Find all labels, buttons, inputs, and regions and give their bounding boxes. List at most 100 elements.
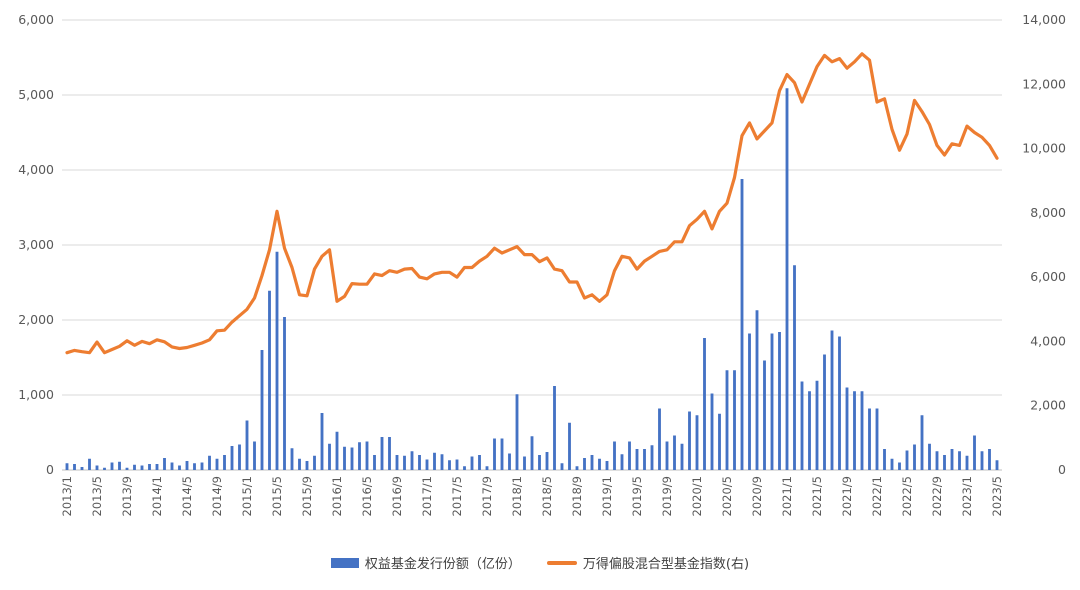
x-axis-tick-label: 2014/9 — [210, 476, 224, 516]
bar — [748, 333, 751, 470]
bar — [208, 455, 211, 470]
left-axis-tick-label: 6,000 — [18, 12, 54, 27]
bar — [155, 464, 159, 470]
x-axis-tick-label: 2021/1 — [780, 476, 794, 516]
x-axis-tick-label: 2020/5 — [720, 476, 734, 516]
bar — [673, 435, 676, 470]
bar — [275, 251, 279, 470]
bar — [718, 413, 721, 470]
bar — [260, 350, 264, 470]
bar — [410, 451, 414, 470]
gridlines — [62, 19, 1002, 471]
right-axis-tick-label: 6,000 — [1030, 269, 1066, 284]
bar — [853, 391, 856, 470]
x-axis-tick-label: 2015/5 — [270, 476, 284, 516]
x-axis-tick-label: 2022/5 — [900, 476, 914, 516]
bar — [95, 465, 99, 470]
x-axis-tick-label: 2017/1 — [420, 476, 434, 516]
bar — [508, 453, 511, 470]
bar — [800, 381, 804, 470]
bar — [568, 422, 571, 470]
bar — [178, 465, 181, 470]
x-axis-tick-label: 2020/1 — [690, 476, 704, 516]
x-axis-tick-label: 2015/9 — [300, 476, 314, 516]
bar — [695, 415, 699, 470]
bar — [268, 290, 271, 470]
bar — [605, 461, 609, 470]
x-axis-tick-label: 2019/5 — [630, 476, 644, 516]
legend-item-bar[interactable]: 权益基金发行份额（亿份） — [330, 553, 521, 572]
bar — [418, 455, 421, 470]
bar — [823, 354, 826, 470]
bar — [290, 448, 294, 470]
bar — [163, 458, 166, 470]
x-axis-tick-label: 2022/1 — [870, 476, 884, 516]
bar — [373, 455, 376, 470]
axes: 0 1,000 2,000 3,000 4,000 5,000 6,000 0 2,000 4,0… — [18, 12, 1066, 516]
bar — [965, 455, 969, 470]
bar — [793, 265, 796, 470]
bar — [125, 467, 129, 470]
bar — [875, 408, 879, 470]
bar — [628, 441, 631, 470]
bar — [395, 455, 399, 470]
bar — [808, 391, 811, 470]
bar — [905, 450, 909, 470]
bar — [620, 454, 624, 470]
bar — [80, 467, 84, 470]
right-axis-tick-label: 14,000 — [1022, 12, 1066, 27]
x-axis-tick-label: 2018/5 — [540, 476, 554, 516]
bar — [658, 408, 661, 470]
bar — [995, 460, 999, 470]
x-axis-tick-label: 2013/1 — [60, 476, 74, 516]
bar — [148, 464, 151, 470]
bar — [485, 466, 489, 470]
bar — [298, 458, 301, 470]
bar — [815, 380, 819, 470]
legend-label-line: 万得偏股混合型基金指数(右) — [582, 557, 750, 572]
bar — [140, 465, 144, 470]
bar — [328, 443, 331, 470]
index-line — [65, 52, 999, 355]
bar — [365, 441, 369, 470]
bar — [478, 455, 481, 470]
bar — [958, 451, 961, 470]
x-axis-tick-label: 2014/1 — [150, 476, 164, 516]
x-axis-tick-label: 2013/9 — [120, 476, 134, 516]
bar — [320, 413, 324, 470]
legend-swatch-line — [546, 560, 577, 565]
x-axis-tick-label: 2019/1 — [600, 476, 614, 516]
bar — [883, 449, 886, 470]
bar — [943, 455, 946, 470]
x-axis-tick-label: 2016/5 — [360, 476, 374, 516]
bar — [283, 317, 286, 470]
bar — [305, 461, 309, 470]
bar — [193, 463, 196, 470]
bar — [770, 333, 774, 470]
right-axis-tick-label: 12,000 — [1022, 76, 1066, 91]
legend-label-bar: 权益基金发行份额（亿份） — [364, 557, 521, 572]
bar — [118, 461, 121, 470]
x-axis-tick-label: 2021/5 — [810, 476, 824, 516]
bar — [335, 431, 339, 470]
legend-item-line[interactable]: 万得偏股混合型基金指数(右) — [546, 553, 750, 572]
bar — [988, 449, 991, 470]
bar — [455, 459, 459, 470]
left-axis-tick-label: 3,000 — [18, 237, 54, 252]
bar — [845, 387, 849, 470]
x-axis-tick-label: 2018/1 — [510, 476, 524, 516]
bar — [425, 459, 429, 470]
left-axis-tick-label: 5,000 — [18, 87, 54, 102]
x-axis-tick-label: 2016/1 — [330, 476, 344, 516]
bar — [665, 441, 669, 470]
bar — [530, 436, 534, 470]
bar — [635, 449, 639, 470]
bar — [538, 455, 541, 470]
bar — [200, 462, 204, 470]
bar — [470, 456, 474, 470]
x-axis-tick-label: 2017/5 — [450, 476, 464, 516]
bar — [733, 370, 736, 470]
bar — [515, 394, 519, 470]
x-axis-tick-label: 2014/5 — [180, 476, 194, 516]
